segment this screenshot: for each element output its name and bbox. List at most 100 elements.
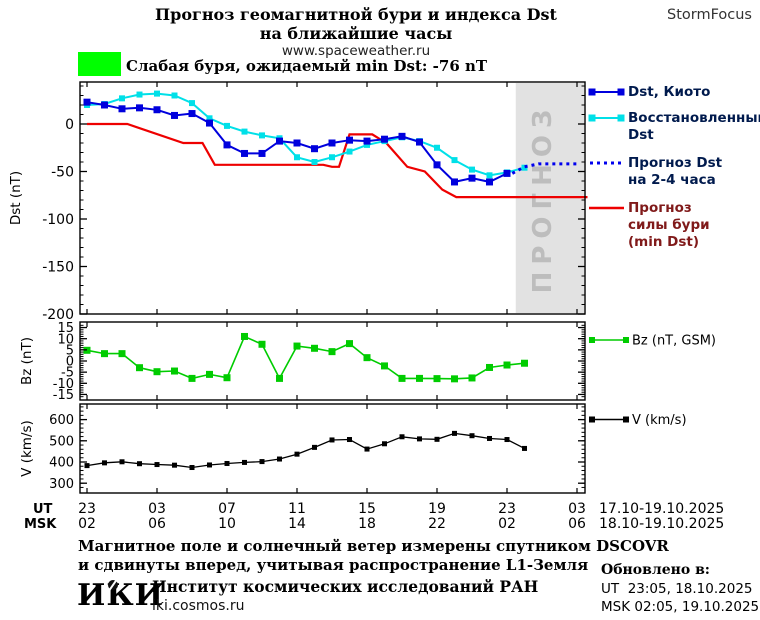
bz-ytick-label: 0 [66,355,74,370]
marker-restored-dst [294,154,300,161]
marker-restored-dst [521,164,528,171]
dst-frame [79,81,586,315]
msk-tick-label: 06 [148,516,166,532]
v-ytick-label: 400 [49,456,74,471]
series-restored-dst [86,92,525,177]
msk-tick-label: 14 [288,516,306,532]
marker-restored-dst [486,172,493,179]
marker-dst-kyoto [153,106,161,114]
marker-v [242,459,247,465]
marker-restored-dst [434,144,440,151]
marker-v [137,461,142,467]
ut-tick-label: 23 [78,501,96,517]
bz-ytick-label: 5 [66,343,74,358]
marker-bz [171,367,178,375]
marker-restored-dst [259,132,265,139]
marker-bz [311,344,318,352]
ut-tick-label: 19 [428,501,446,517]
legend-label-bz: Bz (nT, GSM) [632,334,716,349]
ut-tick-label: 23 [498,501,516,517]
ut-tick-label: 11 [288,501,306,517]
marker-v [347,437,352,443]
msk-tick-label: 06 [568,516,586,532]
ut-tick-label: 03 [568,501,586,517]
storm-alert-text: Слабая буря, ожидаемый min Dst: -76 nT [126,57,488,75]
marker-dst-kyoto [363,137,371,145]
marker-bz [346,340,353,348]
series-dst-forecast [511,162,577,175]
iki-logo: ИКИ [77,578,164,613]
marker-v [294,451,300,457]
marker-v [224,460,230,466]
dst-axis-title: Dst (nT) [8,171,24,225]
msk-tick-label: 10 [218,516,236,532]
legend-label-dst-kyoto: Dst, Киото [628,84,710,100]
marker-bz [486,363,493,371]
marker-dst-kyoto [171,111,178,119]
marker-v [382,441,387,447]
marker-dst-kyoto [293,139,301,147]
msk-tick-label: 02 [78,516,96,532]
marker-dst-kyoto [503,169,511,177]
storm-level-swatch [78,52,121,76]
marker-v [172,462,177,468]
marker-bz [503,361,511,369]
x-axis-labels: UTMSK2302030607101114151819222302030617.… [24,501,724,532]
marker-restored-dst [364,141,370,148]
marker-bz [363,354,371,362]
brand-label: StormFocus [666,7,752,23]
marker-v [469,433,475,439]
marker-v [329,437,335,443]
marker-bz [381,362,388,370]
marker-v [417,436,422,442]
website-text: www.spaceweather.ru [281,43,431,59]
marker-dst-kyoto [468,174,476,182]
iki-logo-text: ИКИ [77,578,164,613]
updated-title: Обновлено в: [601,562,710,578]
legend-label-dst-forecast: Прогноз Dst [628,155,723,171]
marker-v [154,462,160,468]
legend-label-storm-forecast: силы бури [628,217,710,233]
marker-dst-kyoto [486,178,493,186]
marker-bz [276,374,283,382]
marker-v [487,435,492,441]
marker-v [277,456,282,462]
marker-bz [521,359,528,367]
marker-dst-kyoto [101,101,108,109]
marker-dst-kyoto [311,145,318,153]
marker-restored-dst [469,166,475,173]
marker-v [84,463,90,469]
marker-bz [188,374,196,382]
updated-msk: MSK 02:05, 19.10.2025 [601,599,760,615]
marker-restored-dst [136,91,143,98]
v-ytick-label: 600 [49,413,74,428]
series-storm-forecast [87,122,588,199]
marker-dst-kyoto [223,141,231,149]
marker-v [207,462,212,468]
dst-ytick-label: -150 [42,259,74,275]
marker-v [312,444,317,450]
series-bz [86,335,525,381]
msk-tick-label: 02 [498,516,516,532]
ut-tick-label: 15 [358,501,376,517]
v-frame [79,403,586,494]
marker-v [102,460,107,466]
marker-dst-kyoto [258,149,266,157]
marker-bz [293,342,301,350]
ut-date-range: 17.10-19.10.2025 [599,501,724,517]
legend-label-storm-forecast: (min Dst) [628,234,699,250]
v-ytick-label: 300 [49,477,74,492]
marker-v [119,459,125,465]
marker-dst-kyoto [451,178,458,186]
marker-dst-kyoto [346,136,353,144]
marker-bz [206,370,213,378]
marker-restored-dst [311,159,318,165]
marker-dst-kyoto [433,161,441,169]
bz-ytick-label: -5 [61,366,74,381]
v-axis-title: V (km/s) [19,420,35,477]
updated-ut: UT 23:05, 18.10.2025 [601,581,753,597]
marker-dst-kyoto [276,137,283,145]
bz-ytick-label: 15 [57,321,74,336]
